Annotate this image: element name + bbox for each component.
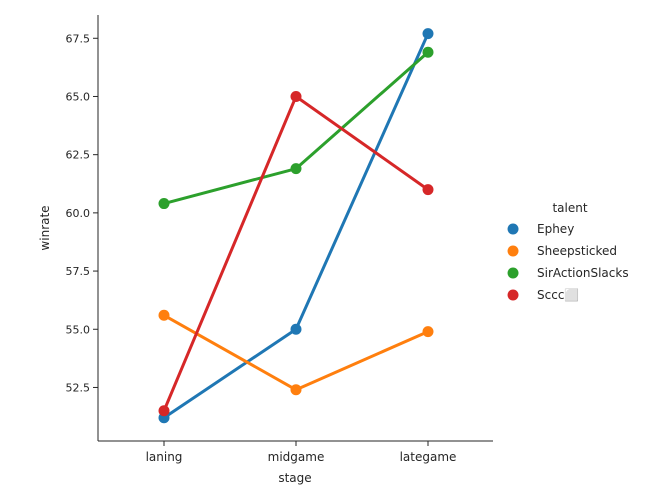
x-ticks: laning midgame lategame (146, 441, 457, 464)
y-tick-label: 57.5 (66, 265, 91, 278)
y-tick-label: 55.0 (66, 323, 91, 336)
data-point (290, 384, 302, 396)
legend-marker (507, 289, 519, 301)
series-line-2 (162, 50, 430, 206)
axes-layer (97, 15, 493, 442)
data-point (422, 28, 434, 40)
legend-marker (507, 245, 519, 257)
x-tick-label: laning (146, 450, 183, 464)
legend-marker (507, 223, 519, 235)
data-point (290, 163, 302, 175)
x-axis-label: stage (278, 471, 311, 485)
y-tick-label: 60.0 (66, 207, 91, 220)
data-point (422, 46, 434, 58)
y-ticks: 52.5 55.0 57.5 60.0 62.5 65.0 67.5 (66, 32, 98, 394)
data-point (158, 309, 170, 321)
data-point (422, 184, 434, 196)
legend-marker (507, 267, 519, 279)
data-point (158, 198, 170, 210)
data-point (290, 323, 302, 335)
data-point (290, 90, 302, 102)
y-tick-label: 62.5 (66, 149, 91, 162)
legend-label: SirActionSlacks (537, 266, 629, 280)
x-tick-label: midgame (268, 450, 325, 464)
y-tick-label: 52.5 (66, 381, 91, 394)
y-axis-label: winrate (38, 205, 52, 250)
y-tick-label: 65.0 (66, 90, 91, 103)
x-tick-label: lategame (400, 450, 457, 464)
legend: talent Ephey Sheepsticked SirActionSlacks S… (507, 201, 629, 302)
y-tick-label: 67.5 (66, 32, 91, 45)
data-point (422, 326, 434, 338)
data-point (158, 405, 170, 417)
legend-label: Ephey (537, 222, 574, 236)
legend-title: talent (552, 201, 587, 215)
legend-label: Sccc⬜ (537, 288, 579, 302)
series-layer (158, 28, 434, 424)
series-line-3 (162, 94, 430, 413)
legend-label: Sheepsticked (537, 244, 617, 258)
